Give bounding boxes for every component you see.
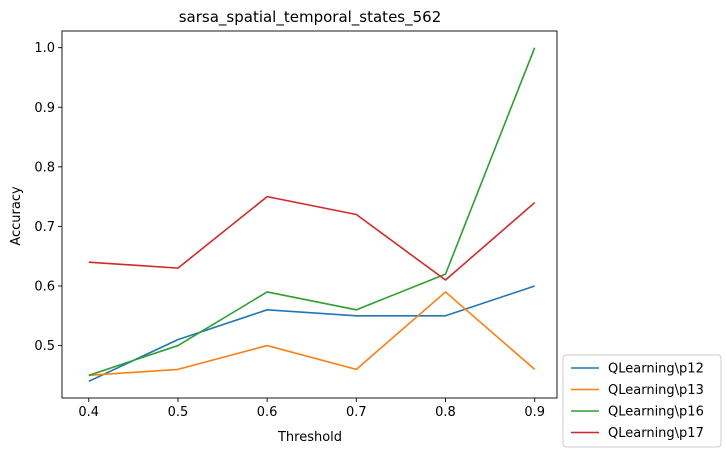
x-tick-label: 0.5: [168, 405, 189, 420]
y-tick-label: 1.0: [34, 41, 55, 56]
legend-label-1: QLearning\p12: [608, 362, 704, 377]
axes-frame: [61, 30, 558, 399]
y-tick-label: 0.8: [34, 160, 55, 175]
x-tick-label: 0.6: [257, 405, 278, 420]
x-tick-label: 0.8: [435, 405, 456, 420]
legend-label-3: QLearning\p16: [608, 405, 704, 420]
x-tick-label: 0.4: [78, 405, 99, 420]
y-axis-label: Accuracy: [9, 186, 24, 246]
chart-title: sarsa_spatial_temporal_states_562: [179, 8, 442, 27]
series-line-4: [88, 195, 536, 281]
legend-box: [562, 354, 722, 448]
series-line-3: [88, 47, 536, 377]
series-line-2: [88, 291, 536, 377]
x-tick-label: 0.9: [524, 405, 545, 420]
y-tick-label: 0.6: [34, 279, 55, 294]
y-tick-label: 0.5: [34, 339, 55, 354]
y-tick-label: 0.7: [34, 220, 55, 235]
x-tick-label: 0.7: [346, 405, 367, 420]
y-tick-label: 0.9: [34, 101, 55, 116]
series-line-1: [88, 285, 535, 383]
legend-label-2: QLearning\p13: [608, 383, 704, 398]
legend-label-4: QLearning\p17: [608, 426, 704, 441]
plot-area: 0.4 0.5 0.6 0.7 0.8 0.9 0.5 0.6 0.7 0.8 0.9 1.0: [34, 30, 558, 420]
x-axis-label: Threshold: [277, 430, 342, 445]
legend: QLearning\p12 QLearning\p13 QLearning\p16 Q…: [562, 354, 722, 448]
